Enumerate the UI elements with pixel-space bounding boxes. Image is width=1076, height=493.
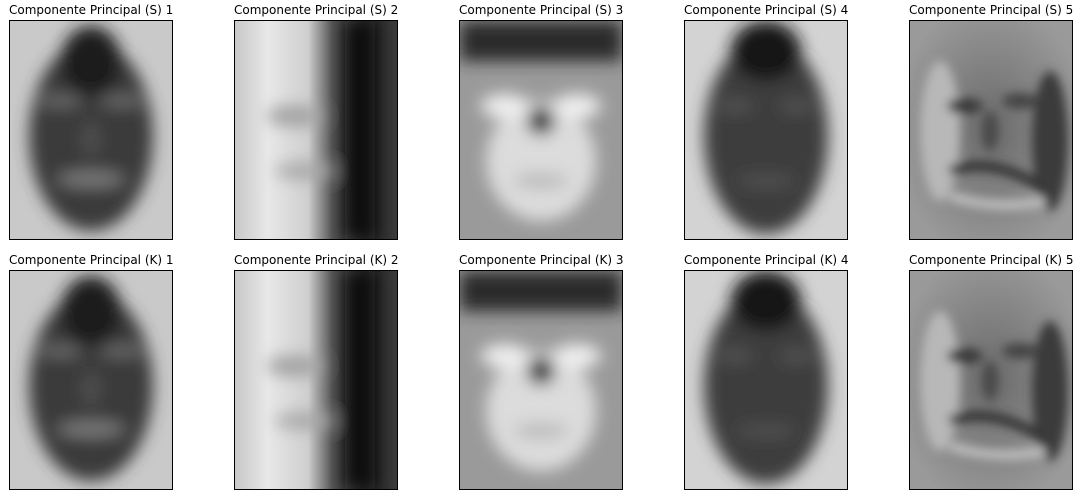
panel-title: Componente Principal (S) 5 bbox=[909, 3, 1074, 17]
panel-title: Componente Principal (S) 2 bbox=[234, 3, 399, 17]
eigenface-image bbox=[459, 20, 623, 240]
panel-title: Componente Principal (S) 1 bbox=[9, 3, 174, 17]
panel-title: Componente Principal (K) 3 bbox=[459, 253, 624, 267]
panel-title: Componente Principal (K) 2 bbox=[234, 253, 399, 267]
eigenface-image bbox=[459, 270, 623, 490]
eigenface-image bbox=[234, 20, 398, 240]
panel-title: Componente Principal (S) 3 bbox=[459, 3, 624, 17]
eigenface-image bbox=[684, 20, 848, 240]
eigenface-image bbox=[684, 270, 848, 490]
eigenface-image bbox=[9, 270, 173, 490]
panel-title: Componente Principal (K) 4 bbox=[684, 253, 849, 267]
eigenface-image bbox=[234, 270, 398, 490]
eigenface-image bbox=[9, 20, 173, 240]
eigenface-image bbox=[909, 270, 1073, 490]
eigenface-image bbox=[909, 20, 1073, 240]
panel-title: Componente Principal (K) 1 bbox=[9, 253, 174, 267]
panel-title: Componente Principal (K) 5 bbox=[909, 253, 1074, 267]
panel-title: Componente Principal (S) 4 bbox=[684, 3, 849, 17]
